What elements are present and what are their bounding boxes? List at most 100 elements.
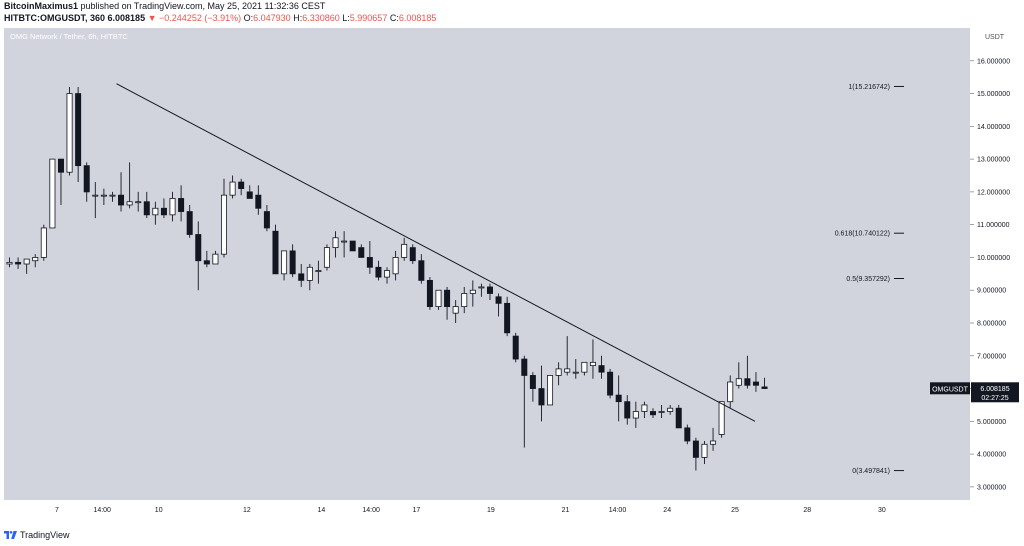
candle-body — [135, 201, 142, 204]
candle-body — [529, 375, 536, 389]
x-tick-label: 14:00 — [93, 507, 111, 514]
candle-body — [349, 240, 356, 252]
candle-body — [229, 181, 236, 196]
candle-body — [401, 243, 408, 258]
fib-label: 1(15.216742) — [848, 84, 890, 91]
candle-body — [504, 302, 511, 334]
y-tick-label: 16.000000 — [977, 58, 1010, 65]
fib-label: 0.5(9.357292) — [846, 276, 890, 283]
candle-body — [675, 407, 682, 429]
price-symbol-box — [930, 382, 970, 395]
price-axis[interactable] — [970, 28, 1020, 500]
candle-body — [160, 207, 167, 216]
trendline[interactable] — [116, 83, 756, 422]
x-tick-label: 12 — [243, 507, 251, 514]
candle-body — [143, 201, 150, 216]
price-symbol-text: OMGUSDT — [932, 386, 969, 393]
candle-body — [418, 260, 425, 281]
candle-body — [195, 234, 202, 262]
candle-body — [255, 194, 262, 209]
candles — [6, 87, 768, 471]
candle-body — [658, 411, 665, 413]
candlestick-chart[interactable]: OMG Network / Tether, 6h, HITBTC USDT 16… — [0, 26, 1024, 526]
open-value: 6.047930 — [253, 13, 291, 23]
candle-body — [263, 211, 270, 229]
fib-levels: 1(15.216742) 0.618(10.740122) 0.5(9.357292… — [835, 84, 904, 475]
y-tick-label: 13.000000 — [977, 157, 1010, 164]
candle-body — [564, 368, 571, 373]
candle-body — [650, 411, 657, 416]
candle-body — [452, 306, 459, 314]
x-tick-label: 24 — [663, 507, 671, 514]
x-tick-label: 30 — [878, 507, 886, 514]
candle-body — [469, 289, 476, 294]
price-value-text: 6.008185 — [980, 386, 1009, 393]
y-tick-label: 9.000000 — [977, 288, 1006, 295]
candle-body — [212, 253, 219, 265]
y-tick-label: 5.000000 — [977, 419, 1006, 426]
candle-body — [66, 93, 73, 173]
candle-body — [572, 371, 579, 374]
candle-body — [521, 358, 528, 376]
candle-body — [6, 261, 13, 265]
candle-body — [701, 443, 708, 458]
candle-body — [384, 270, 391, 278]
candle-body — [272, 230, 279, 275]
candle-body — [735, 378, 742, 386]
candle-body — [323, 247, 330, 268]
candle-body — [444, 289, 451, 308]
candle-body — [15, 261, 22, 265]
candle-body — [366, 257, 373, 268]
high-label: H: — [293, 13, 303, 23]
candle-body — [203, 260, 210, 265]
candle-body — [375, 266, 382, 278]
candle-body — [512, 335, 519, 360]
currency-label: USDT — [985, 34, 1005, 41]
candle-body — [332, 237, 339, 249]
author-name[interactable]: BitcoinMaximus1 — [4, 1, 79, 11]
publish-info: BitcoinMaximus1 published on TradingView… — [4, 1, 325, 11]
candle-body — [315, 270, 322, 272]
candle-body — [581, 361, 588, 373]
tradingview-logo[interactable]: TradingView — [4, 530, 70, 540]
x-tick-label: 19 — [487, 507, 495, 514]
x-tick-label: 21 — [562, 507, 570, 514]
chart-area[interactable]: OMG Network / Tether, 6h, HITBTC USDT 16… — [0, 26, 1024, 526]
candle-body — [23, 258, 30, 265]
candle-body — [126, 201, 133, 206]
trendline-path — [116, 83, 756, 422]
candle-body — [178, 198, 185, 212]
candle-body — [100, 194, 107, 197]
price-countdown-text: 02:27:25 — [981, 395, 1008, 402]
close-label: C: — [389, 13, 399, 23]
candle-body — [169, 198, 176, 216]
y-tick-label: 11.000000 — [977, 222, 1010, 229]
candle-body — [538, 388, 545, 406]
candle-body — [298, 273, 305, 281]
candle-body — [718, 401, 725, 435]
candle-body — [32, 257, 39, 262]
candle-body — [306, 266, 313, 281]
change-down-icon: ▼ — [147, 13, 157, 23]
candle-body — [392, 257, 399, 275]
y-tick-label: 12.000000 — [977, 189, 1010, 196]
candle-body — [624, 401, 631, 419]
x-tick-label: 7 — [55, 507, 59, 514]
candle-body — [246, 191, 253, 199]
candle-body — [744, 378, 751, 386]
candle-body — [341, 240, 348, 243]
low-value: 5.990657 — [349, 13, 388, 23]
candle-body — [220, 194, 227, 255]
candle-body — [152, 207, 159, 216]
candle-body — [632, 411, 639, 419]
x-tick-label: 17 — [412, 507, 420, 514]
candle-body — [281, 250, 288, 275]
fib-label: 0(3.497841) — [852, 468, 890, 475]
y-tick-label: 4.000000 — [977, 452, 1006, 459]
footer: TradingView — [0, 526, 1024, 546]
candle-body — [615, 394, 622, 403]
candle-body — [752, 381, 759, 386]
close-value: 6.008185 — [398, 13, 437, 23]
chart-title: OMG Network / Tether, 6h, HITBTC — [10, 32, 128, 41]
current-price-label: OMGUSDT 6.008185 02:27:25 — [930, 382, 1019, 403]
